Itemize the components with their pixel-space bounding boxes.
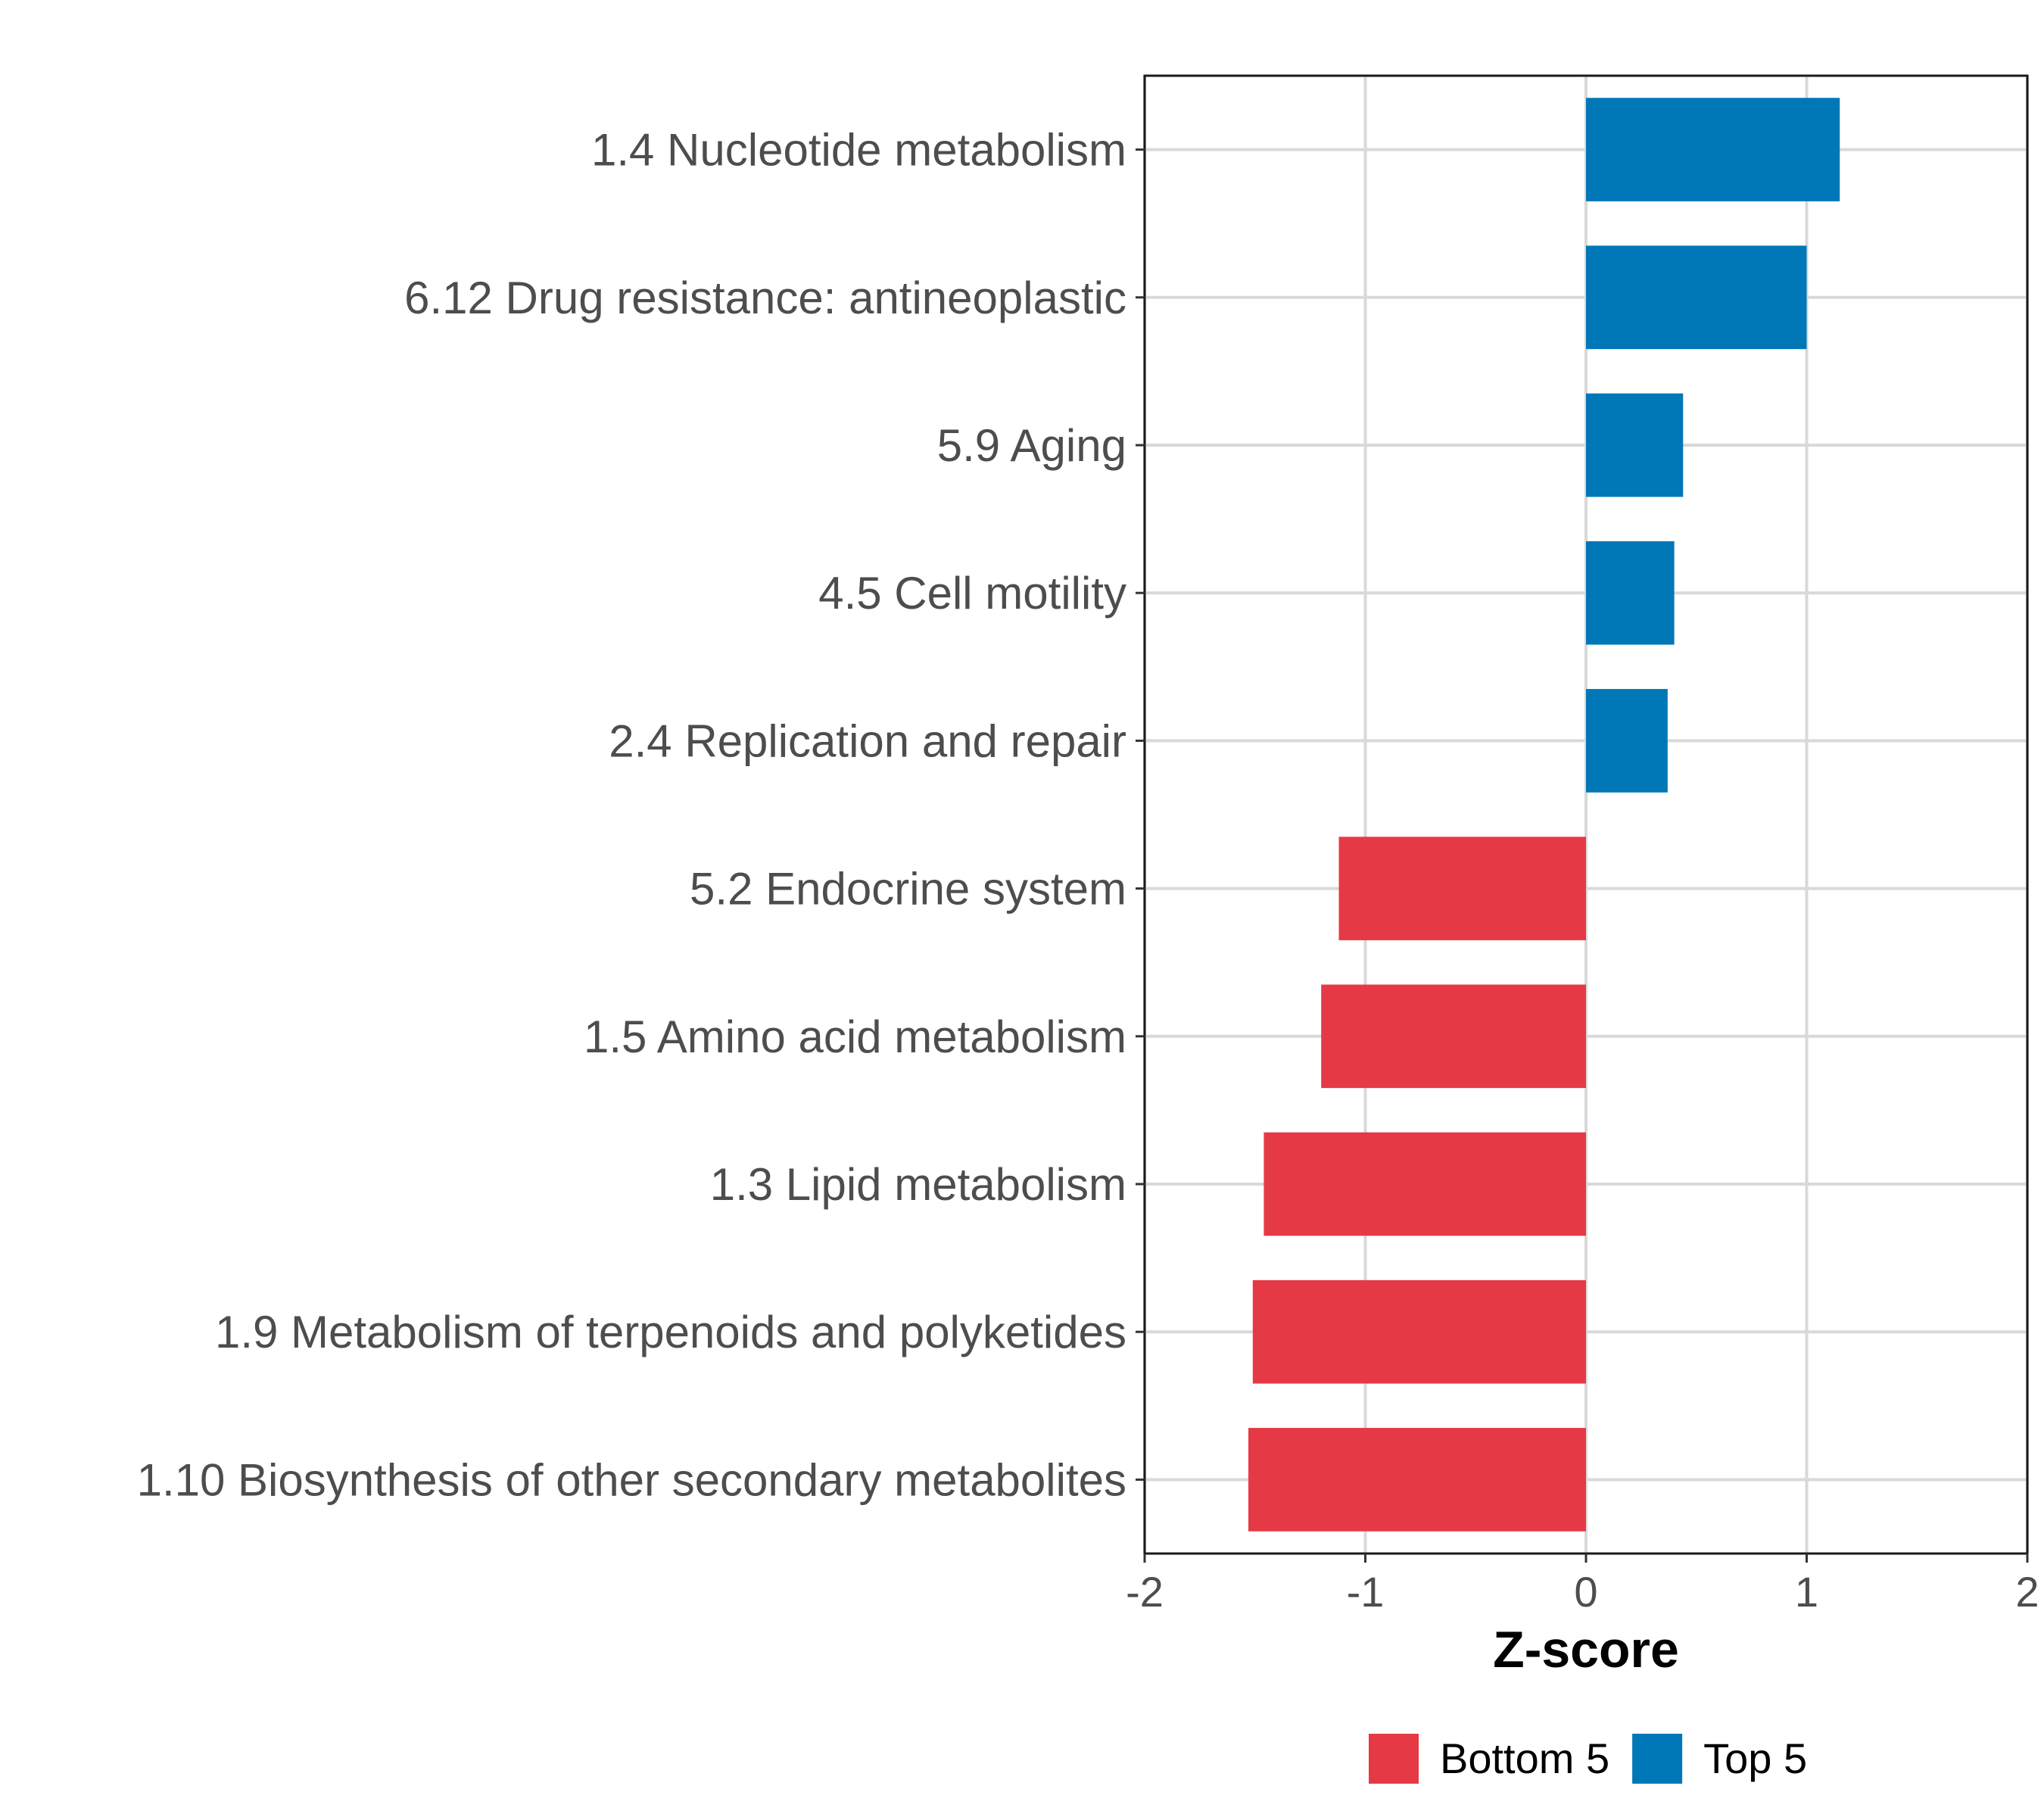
category-label: 1.5 Amino acid metabolism [584, 1011, 1126, 1062]
bar [1338, 837, 1586, 940]
legend-label: Bottom 5 [1440, 1734, 1609, 1782]
category-label: 5.9 Aging [937, 420, 1126, 471]
bar [1263, 1132, 1586, 1236]
category-label: 1.10 Biosynthesis of other secondary met… [137, 1454, 1126, 1505]
bar [1586, 689, 1668, 793]
bar [1248, 1428, 1586, 1532]
category-label: 1.9 Metabolism of terpenoids and polyket… [215, 1307, 1126, 1357]
bar [1586, 393, 1684, 497]
x-tick-label: 1 [1795, 1568, 1818, 1616]
bar [1321, 984, 1586, 1089]
y-axis: 1.4 Nucleotide metabolism 6.12 Drug resis… [137, 125, 1145, 1505]
bar-layer [1248, 98, 1840, 1532]
x-axis: -2 -1 0 1 2 [1126, 1554, 2039, 1616]
category-label: 1.3 Lipid metabolism [710, 1159, 1126, 1210]
x-axis-title: Z-score [1493, 1621, 1679, 1678]
x-tick-label: -2 [1126, 1568, 1164, 1616]
category-label: 4.5 Cell motility [818, 568, 1126, 619]
category-label: 2.4 Replication and repair [609, 715, 1126, 766]
bar [1586, 98, 1840, 201]
x-tick-label: -1 [1347, 1568, 1385, 1616]
legend-label: Top 5 [1703, 1734, 1807, 1782]
category-label: 6.12 Drug resistance: antineoplastic [404, 273, 1126, 323]
legend-swatch [1632, 1734, 1683, 1784]
legend-swatch [1369, 1734, 1419, 1784]
bar [1252, 1279, 1586, 1384]
category-label: 5.2 Endocrine system [690, 864, 1126, 915]
legend: Bottom 5 Top 5 [1369, 1734, 1807, 1784]
category-label: 1.4 Nucleotide metabolism [591, 125, 1126, 176]
bar [1586, 245, 1807, 350]
x-tick-label: 2 [2015, 1568, 2039, 1616]
bar [1586, 541, 1675, 645]
x-tick-label: 0 [1574, 1568, 1597, 1616]
